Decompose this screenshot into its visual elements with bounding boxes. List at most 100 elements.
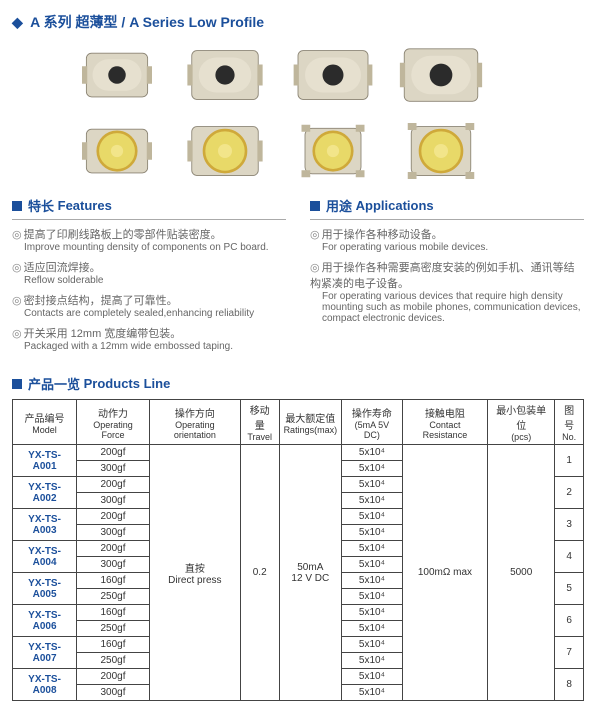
list-item: ◎开关采用 12mm 宽度编带包装。Packaged with a 12mm w…: [12, 325, 286, 352]
force-cell: 160gf: [77, 573, 150, 589]
th-zh: 接触电阻: [407, 405, 483, 420]
list-item-en: Packaged with a 12mm wide embossed tapin…: [24, 341, 286, 352]
life-cell: 5x10⁴: [342, 637, 403, 653]
switch-gold-1: [72, 116, 162, 186]
life-cell: 5x10⁴: [342, 477, 403, 493]
force-cell: 200gf: [77, 669, 150, 685]
no-cell: 8: [555, 669, 584, 701]
features-heading: 特长 Features: [12, 196, 286, 215]
th-zh: 操作寿命: [346, 405, 398, 420]
life-cell: 5x10⁴: [342, 509, 403, 525]
list-item-zh: 用于操作各种需要高密度安装的例如手机、通讯等结构紧凑的电子设备。: [310, 262, 575, 290]
life-cell: 5x10⁴: [342, 445, 403, 461]
th-zh: 图号: [559, 402, 579, 432]
switch-gold-2: [180, 116, 270, 186]
bullet-icon: ◎: [12, 328, 22, 340]
force-cell: 200gf: [77, 477, 150, 493]
model-cell: YX-TS-A001: [13, 445, 77, 477]
series-title: ◆ A 系列 超薄型 / A Series Low Profile: [12, 12, 584, 32]
bullet-icon: ◎: [12, 262, 22, 274]
square-icon: [12, 201, 22, 211]
switch-black-2: [180, 40, 270, 110]
list-item-en: For operating various devices that requi…: [322, 291, 584, 324]
model-cell: YX-TS-A005: [13, 573, 77, 605]
features-column: 特长 Features ◎提高了印刷线路板上的零部件贴装密度。Improve m…: [12, 196, 286, 358]
life-cell: 5x10⁴: [342, 589, 403, 605]
list-item-en: For operating various mobile devices.: [322, 242, 584, 253]
no-cell: 3: [555, 509, 584, 541]
life-cell: 5x10⁴: [342, 461, 403, 477]
table-header-cell: 操作方向Operating orientation: [149, 400, 240, 445]
life-cell: 5x10⁴: [342, 685, 403, 701]
life-cell: 5x10⁴: [342, 493, 403, 509]
divider: [310, 219, 584, 220]
orientation-cell: 直按Direct press: [149, 445, 240, 701]
no-cell: 2: [555, 477, 584, 509]
products-line-heading-zh: 产品一览: [28, 374, 80, 393]
table-header-cell: 最大额定值Ratings(max): [279, 400, 342, 445]
contact-resistance-cell: 100mΩ max: [402, 445, 487, 701]
feature-application-row: 特长 Features ◎提高了印刷线路板上的零部件贴装密度。Improve m…: [12, 196, 584, 358]
list-item-zh: 开关采用 12mm 宽度编带包装。: [24, 328, 182, 340]
no-cell: 4: [555, 541, 584, 573]
life-cell: 5x10⁴: [342, 573, 403, 589]
model-cell: YX-TS-A003: [13, 509, 77, 541]
table-row: YX-TS-A001200gf直按Direct press0.250mA12 V…: [13, 445, 584, 461]
switch-gold-4: [396, 116, 486, 186]
list-item: ◎用于操作各种移动设备。For operating various mobile…: [310, 226, 584, 253]
life-cell: 5x10⁴: [342, 653, 403, 669]
life-cell: 5x10⁴: [342, 621, 403, 637]
no-cell: 7: [555, 637, 584, 669]
th-zh: 操作方向: [154, 405, 236, 420]
products-line-heading-en: Products Line: [84, 376, 171, 391]
force-cell: 300gf: [77, 525, 150, 541]
bullet-icon: ◎: [12, 229, 22, 241]
products-line-heading: 产品一览 Products Line: [12, 374, 584, 393]
model-cell: YX-TS-A007: [13, 637, 77, 669]
force-cell: 300gf: [77, 461, 150, 477]
list-item-zh: 密封接点结构，提高了可靠性。: [24, 295, 178, 307]
th-en: Travel: [245, 432, 275, 442]
list-item-zh: 提高了印刷线路板上的零部件贴装密度。: [24, 229, 222, 241]
force-cell: 250gf: [77, 621, 150, 637]
force-cell: 160gf: [77, 637, 150, 653]
bullet-icon: ◎: [12, 295, 22, 307]
switch-black-4: [396, 40, 486, 110]
list-item: ◎用于操作各种需要高密度安装的例如手机、通讯等结构紧凑的电子设备。For ope…: [310, 259, 584, 324]
applications-heading-zh: 用途: [326, 196, 352, 215]
no-cell: 6: [555, 605, 584, 637]
force-cell: 200gf: [77, 509, 150, 525]
image-row-2: [72, 116, 544, 186]
th-zh: 动作力: [81, 405, 145, 420]
bullet-icon: ◎: [310, 262, 320, 274]
model-cell: YX-TS-A004: [13, 541, 77, 573]
features-heading-zh: 特长: [28, 196, 54, 215]
force-cell: 200gf: [77, 445, 150, 461]
table-header-cell: 操作寿命(5mA 5V DC): [342, 400, 403, 445]
square-icon: [12, 379, 22, 389]
table-header-cell: 接触电阻Contact Resistance: [402, 400, 487, 445]
applications-list: ◎用于操作各种移动设备。For operating various mobile…: [310, 226, 584, 324]
th-zh: 最小包装单位: [492, 402, 550, 432]
force-cell: 300gf: [77, 493, 150, 509]
th-en: Operating orientation: [154, 420, 236, 440]
bullet-icon: ◎: [310, 229, 320, 241]
th-en: Contact Resistance: [407, 420, 483, 440]
table-header-cell: 图号No.: [555, 400, 584, 445]
switch-black-3: [288, 40, 378, 110]
th-en: Operating Force: [81, 420, 145, 440]
applications-column: 用途 Applications ◎用于操作各种移动设备。For operatin…: [310, 196, 584, 358]
applications-heading: 用途 Applications: [310, 196, 584, 215]
diamond-icon: ◆: [12, 14, 23, 30]
switch-black-1: [72, 40, 162, 110]
list-item-zh: 适应回流焊接。: [24, 262, 101, 274]
features-list: ◎提高了印刷线路板上的零部件贴装密度。Improve mounting dens…: [12, 226, 286, 352]
model-cell: YX-TS-A006: [13, 605, 77, 637]
divider: [12, 219, 286, 220]
list-item: ◎提高了印刷线路板上的零部件贴装密度。Improve mounting dens…: [12, 226, 286, 253]
table-body: YX-TS-A001200gf直按Direct press0.250mA12 V…: [13, 445, 584, 701]
force-cell: 250gf: [77, 589, 150, 605]
th-zh: 最大额定值: [284, 410, 338, 425]
th-en: Model: [17, 425, 72, 435]
force-cell: 160gf: [77, 605, 150, 621]
